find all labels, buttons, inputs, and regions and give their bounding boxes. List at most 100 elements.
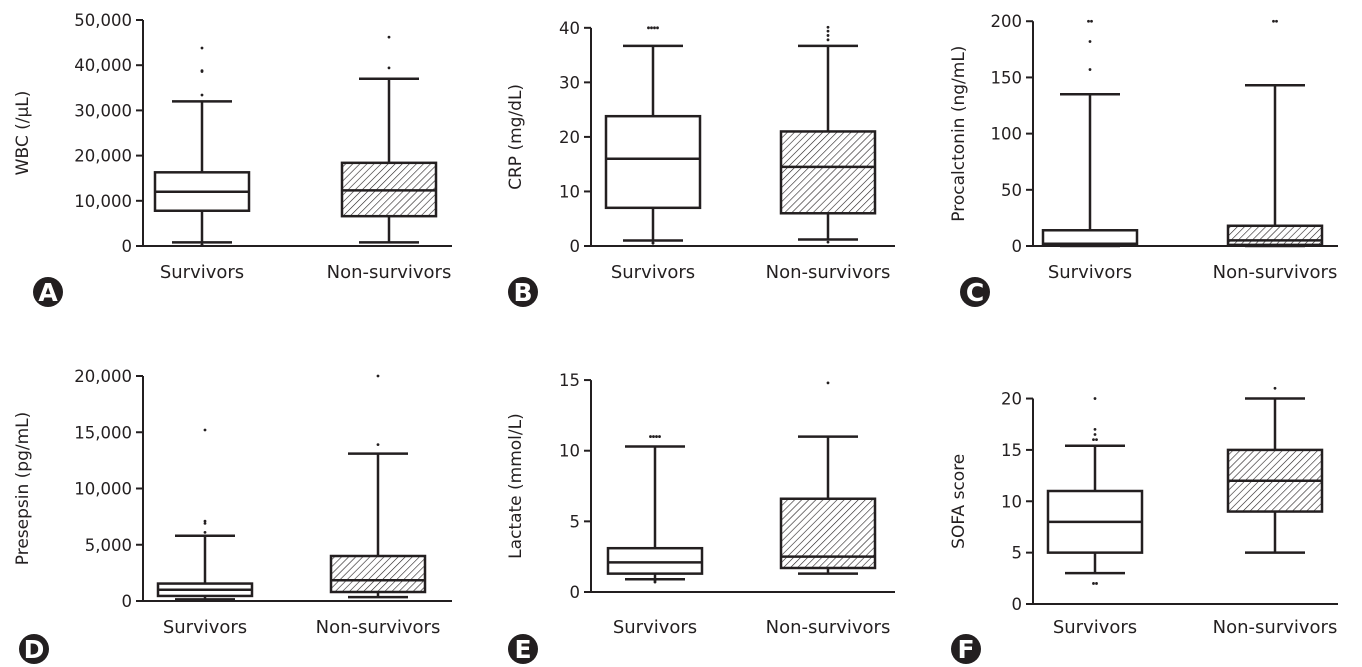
category-label: Survivors (611, 262, 695, 283)
outlier-point (649, 435, 652, 438)
y-tick-label: 200 (991, 12, 1023, 31)
y-axis-title: Presepsin (pg/mL) (13, 412, 33, 566)
y-tick-label: 20 (1001, 390, 1022, 409)
outlier-point (826, 381, 830, 385)
iqr-box (606, 546, 704, 575)
panel-badge (19, 634, 49, 664)
box-survivors (1046, 397, 1144, 585)
y-tick-label: 10 (559, 442, 580, 461)
category-label: Non-survivors (766, 262, 891, 283)
outlier-point (658, 435, 661, 438)
box-non-survivors (1226, 19, 1324, 248)
iqr-box (1226, 224, 1324, 247)
panel-letter: C (966, 278, 984, 307)
outlier-point (1090, 19, 1093, 23)
y-tick-label: 20,000 (74, 147, 132, 166)
y-tick-label: 0 (1012, 595, 1023, 614)
y-axis-title: CRP (mg/dL) (506, 84, 526, 190)
category-label: Survivors (1048, 262, 1132, 283)
y-tick-label: 0 (570, 583, 581, 602)
outlier-point (1087, 19, 1090, 23)
outlier-point (387, 35, 391, 39)
outlier-point (200, 93, 204, 97)
outlier-point (203, 519, 207, 523)
y-axis-title: Procalctonin (ng/mL) (949, 46, 969, 222)
y-tick-label: 100 (991, 125, 1023, 144)
outlier-point (200, 46, 204, 50)
box-survivors (606, 435, 704, 584)
y-tick-label: 10,000 (74, 192, 132, 211)
category-label: Survivors (160, 262, 244, 283)
y-tick-label: 15 (1001, 441, 1022, 460)
outlier-point (1273, 386, 1277, 390)
y-tick-label: 30,000 (74, 101, 132, 120)
panel-badge (951, 634, 981, 664)
outlier-point (655, 435, 658, 438)
box-survivors (153, 46, 251, 247)
y-tick-label: 0 (122, 237, 133, 256)
outlier-point (203, 428, 207, 432)
category-label: Non-survivors (766, 617, 891, 638)
outlier-point (653, 579, 657, 583)
y-tick-label: 30 (559, 73, 580, 92)
outlier-point (826, 38, 830, 42)
outlier-point (1092, 438, 1095, 442)
outlier-point (826, 25, 830, 29)
outlier-point (653, 26, 656, 30)
panel-badge (960, 277, 990, 307)
iqr-box (329, 554, 427, 594)
y-axis-title: WBC (/μL) (13, 91, 33, 176)
box-non-survivors (779, 25, 877, 244)
y-tick-label: 0 (1012, 237, 1023, 256)
y-tick-label: 150 (991, 68, 1023, 87)
panel-letter: F (957, 635, 974, 664)
outlier-point (650, 26, 653, 30)
outlier-point (1272, 19, 1275, 23)
iqr-box (1041, 229, 1139, 247)
outlier-point (1093, 433, 1097, 436)
outlier-point (203, 521, 207, 525)
panel-badge (508, 634, 538, 664)
outlier-point (1092, 582, 1095, 585)
outlier-point (1088, 68, 1092, 71)
iqr-box (604, 114, 702, 210)
panel-letter: A (38, 278, 58, 307)
y-tick-label: 0 (122, 592, 133, 611)
panel-e: 0 5 10 15 Lactate (mmol/L) Survivors Non-survi… (506, 371, 895, 664)
outlier-point (826, 34, 830, 37)
y-tick-label: 20,000 (74, 367, 132, 386)
y-tick-label: 5,000 (85, 536, 132, 555)
box-non-survivors (329, 374, 427, 599)
panel-c: 0 50 100 150 200 Procalctonin (ng/mL) Survivor… (949, 12, 1338, 307)
category-label: Survivors (163, 617, 247, 638)
y-tick-label: 40 (559, 19, 580, 38)
box-survivors (1041, 19, 1139, 248)
outlier-point (1095, 582, 1098, 585)
y-tick-label: 15,000 (74, 423, 132, 442)
outlier-point (1275, 19, 1278, 23)
iqr-box (779, 130, 877, 215)
y-tick-label: 0 (570, 237, 581, 256)
panel-a: 0 10,000 20,000 30,000 40,000 50,000 WBC (/μL)… (13, 11, 452, 307)
panel-badge (33, 277, 63, 307)
y-axis-title: SOFA score (949, 454, 969, 549)
outlier-point (651, 241, 655, 245)
outlier-point (203, 530, 207, 534)
outlier-point (826, 240, 830, 244)
box-non-survivors (779, 381, 877, 575)
y-tick-label: 50 (1001, 181, 1022, 200)
outlier-point (387, 66, 391, 70)
panel-letter: E (514, 635, 531, 664)
outlier-point (376, 374, 380, 378)
y-tick-label: 5 (570, 512, 581, 531)
category-label: Non-survivors (1213, 617, 1338, 638)
y-axis-title: Lactate (mmol/L) (506, 413, 526, 559)
category-label: Non-survivors (1213, 262, 1338, 283)
outlier-point (376, 443, 380, 447)
outlier-point (200, 69, 204, 73)
panel-badge (508, 277, 538, 307)
y-tick-label: 50,000 (74, 11, 132, 30)
outlier-point (652, 435, 655, 438)
outlier-point (647, 26, 650, 30)
y-tick-label: 10 (1001, 492, 1022, 511)
